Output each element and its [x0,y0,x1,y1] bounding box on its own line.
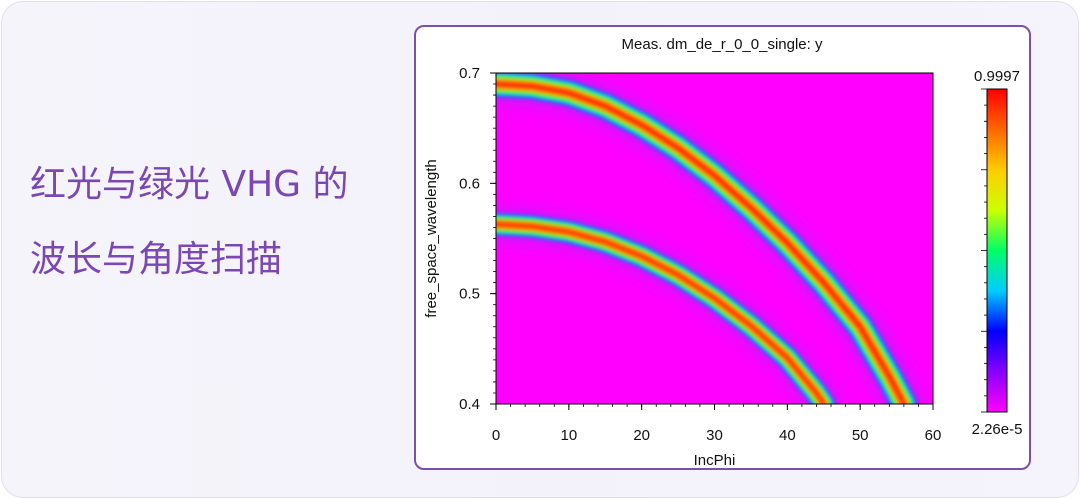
colorbar-max-label: 0.9997 [974,68,1020,85]
colorbar-ticks [981,88,987,413]
band-layer [496,81,907,404]
heatmap-chart: Meas. dm_de_r_0_0_single: y 0 10 20 30 40 50 6… [423,36,1023,468]
y-tick-label: 0.4 [459,396,480,413]
y-axis-label: free_space_wavelength [423,159,440,317]
colorbar-min-label: 2.26e-5 [972,421,1023,438]
y-tick-label: 0.7 [459,65,480,82]
colorbar: 0.9997 2.26e-5 [972,68,1023,438]
x-axis-label: IncPhi [694,452,736,468]
plot-area [496,73,933,404]
x-tick-label: 0 [492,427,500,444]
colorbar-gradient [986,88,1008,413]
band-series-2 [496,209,839,404]
x-tick-label: 20 [633,427,650,444]
band-layer [496,221,827,404]
x-tick-label: 30 [706,427,723,444]
data-bands [496,73,921,404]
x-tick-label: 60 [925,427,942,444]
y-tick-label: 0.6 [459,175,480,192]
y-axis: 0.4 0.5 0.6 0.7 [459,65,496,413]
y-tick-label: 0.5 [459,286,480,303]
x-tick-label: 40 [779,427,796,444]
figure-card: Meas. dm_de_r_0_0_single: y 0 10 20 30 40 50 6… [414,25,1031,470]
x-tick-label: 50 [852,427,869,444]
x-tick-label: 10 [560,427,577,444]
chart-title: Meas. dm_de_r_0_0_single: y [622,36,823,53]
band-series-1 [496,73,921,404]
x-axis: 0 10 20 30 40 50 60 [492,404,942,444]
headline-line-2: 波长与角度扫描 [30,239,283,280]
headline-line-1: 红光与绿光 VHG 的 [30,164,349,205]
